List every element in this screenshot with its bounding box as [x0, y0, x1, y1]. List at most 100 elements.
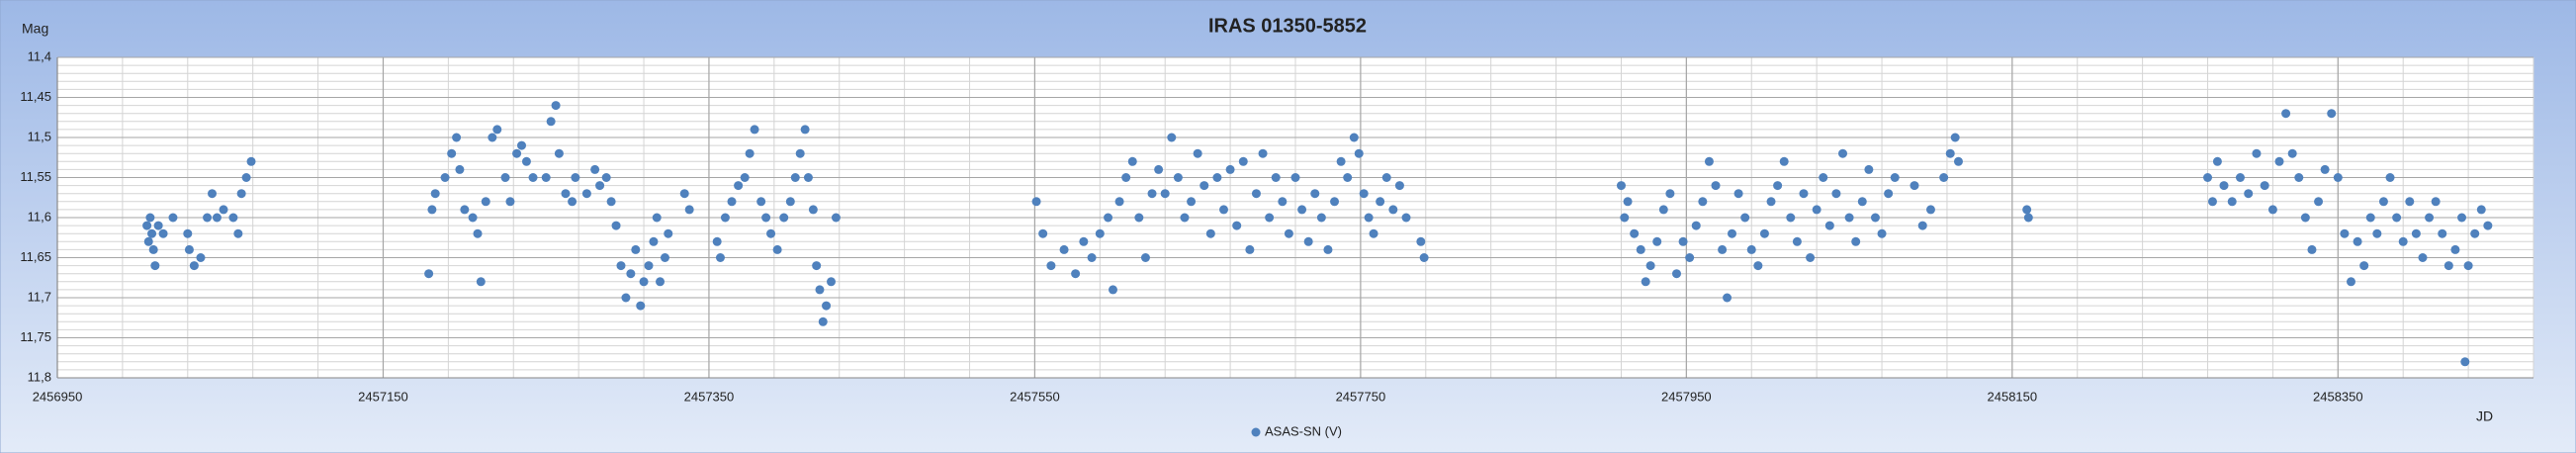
data-point	[1147, 189, 1157, 199]
data-point	[2346, 277, 2355, 287]
data-point	[1205, 228, 1215, 238]
data-point	[2307, 244, 2317, 254]
data-point	[2300, 213, 2310, 223]
x-tick-label: 2457950	[1661, 389, 1712, 404]
data-point	[184, 244, 194, 254]
data-point	[1953, 156, 1963, 166]
data-point	[1087, 253, 1097, 262]
data-point	[2287, 148, 2297, 158]
data-point	[1620, 213, 1630, 223]
data-point	[656, 277, 666, 287]
data-point	[2463, 261, 2473, 271]
legend-marker	[1251, 427, 1261, 437]
data-point	[1114, 197, 1124, 207]
data-point	[2385, 173, 2395, 182]
data-point	[158, 228, 168, 238]
data-point	[1623, 197, 1633, 207]
data-point	[2023, 213, 2033, 223]
x-tick-label: 2458150	[1988, 389, 2038, 404]
data-point	[1199, 181, 1209, 191]
data-point	[1870, 213, 1880, 223]
data-point	[528, 173, 538, 182]
data-point	[1303, 236, 1313, 246]
data-point	[561, 189, 571, 199]
data-point	[1917, 221, 1927, 230]
data-point	[488, 133, 497, 142]
data-point	[756, 197, 766, 207]
data-point	[142, 221, 152, 230]
data-point	[1645, 261, 1655, 271]
data-point	[1718, 244, 1728, 254]
data-point	[740, 173, 750, 182]
data-point	[1766, 197, 1776, 207]
data-point	[2457, 213, 2467, 223]
data-point	[2365, 213, 2375, 223]
data-point	[2483, 221, 2493, 230]
data-point	[2227, 197, 2237, 207]
data-point	[1388, 205, 1398, 215]
data-point	[203, 213, 213, 223]
data-point	[785, 197, 795, 207]
data-point	[1359, 189, 1369, 199]
data-point	[1323, 244, 1333, 254]
y-tick-label: 11,75	[20, 329, 51, 344]
data-point	[517, 140, 526, 150]
data-point	[2450, 244, 2460, 254]
data-point	[2372, 228, 2382, 238]
data-point	[611, 221, 621, 230]
data-point	[492, 125, 502, 135]
data-point	[2443, 261, 2453, 271]
data-point	[150, 261, 160, 271]
data-point	[1071, 269, 1081, 279]
data-point	[679, 189, 689, 199]
data-point	[1884, 189, 1894, 199]
data-point	[208, 189, 217, 199]
data-point	[233, 228, 243, 238]
data-point	[546, 117, 556, 127]
legend-label: ASAS-SN (V)	[1265, 423, 1342, 438]
y-tick-label: 11,65	[20, 249, 51, 264]
data-point	[473, 228, 483, 238]
y-tick-label: 11,4	[28, 48, 51, 63]
data-point	[766, 228, 776, 238]
data-point	[2274, 156, 2284, 166]
data-point	[2340, 228, 2350, 238]
data-point	[664, 228, 673, 238]
chart-title: IRAS 01350-5852	[1208, 15, 1367, 37]
data-point	[196, 253, 206, 262]
data-point	[228, 213, 238, 223]
data-point	[212, 213, 222, 223]
data-point	[1691, 221, 1701, 230]
data-point	[512, 148, 522, 158]
data-point	[1046, 261, 1056, 271]
x-tick-label: 2458350	[2313, 389, 2363, 404]
data-point	[500, 173, 510, 182]
data-point	[1187, 197, 1197, 207]
data-point	[1401, 213, 1411, 223]
data-point	[1059, 244, 1069, 254]
data-point	[1284, 228, 1293, 238]
data-point	[1127, 156, 1137, 166]
data-point	[1685, 253, 1695, 262]
data-point	[2022, 205, 2032, 215]
data-point	[595, 181, 605, 191]
data-point	[1799, 189, 1809, 199]
data-point	[761, 213, 771, 223]
data-point	[1779, 156, 1789, 166]
data-point	[1678, 236, 1688, 246]
data-point	[790, 173, 800, 182]
data-point	[2431, 197, 2441, 207]
data-point	[145, 213, 155, 223]
data-point	[468, 213, 478, 223]
data-point	[606, 197, 616, 207]
data-point	[2260, 181, 2269, 191]
data-point	[1773, 181, 1783, 191]
data-point	[639, 277, 649, 287]
data-point	[1031, 197, 1041, 207]
data-point	[2418, 253, 2428, 262]
data-point	[727, 197, 737, 207]
data-point	[521, 156, 531, 166]
data-point	[808, 205, 818, 215]
data-point	[1079, 236, 1089, 246]
